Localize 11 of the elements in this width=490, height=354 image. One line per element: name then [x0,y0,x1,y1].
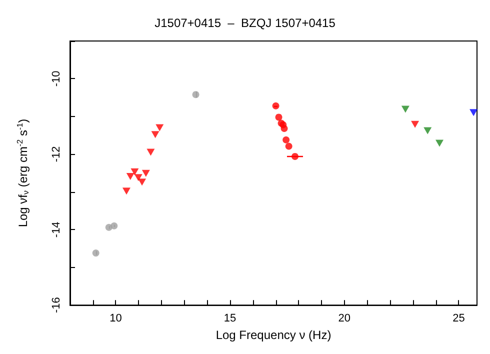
y-tick-label: -16 [50,297,62,314]
chart-title: J1507+0415 – BZQJ 1507+0415 [154,16,336,30]
y-tick-label: -12 [50,146,62,162]
y-tick-label: -10 [50,70,62,87]
x-tick-label: 25 [452,312,465,325]
y-axis-title: Log νfν (erg cm-2 s-1) [16,118,30,228]
x-axis-title: Log Frequency ν (Hz) [216,328,332,342]
y-tick-label: -14 [50,222,62,238]
x-tick-label: 20 [338,312,351,325]
x-tick-label: 15 [224,312,236,325]
x-tick-label: 10 [110,312,122,325]
